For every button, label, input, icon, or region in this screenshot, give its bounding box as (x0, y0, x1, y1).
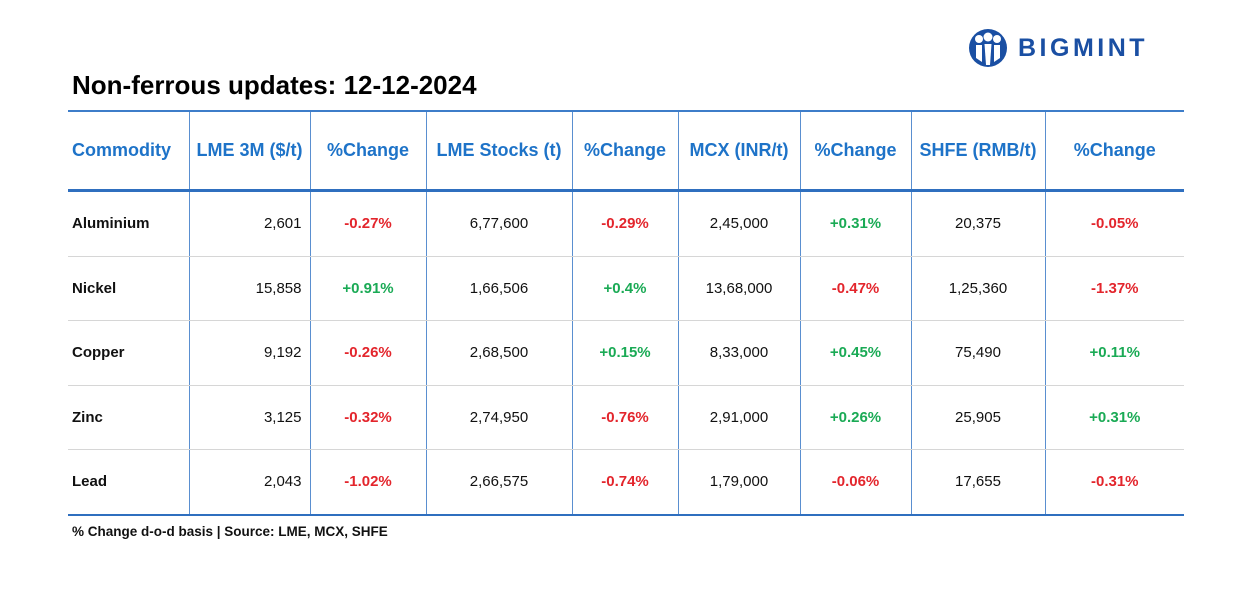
footnote: % Change d-o-d basis | Source: LME, MCX,… (72, 524, 388, 539)
percent-change-cell: +0.26% (799, 385, 911, 450)
percent-change-cell: +0.15% (571, 320, 678, 386)
column-header-shfe-change: %Change (1044, 111, 1184, 191)
price-cell: 9,192 (188, 320, 310, 386)
percent-change-cell: -1.37% (1044, 256, 1184, 321)
price-cell: 20,375 (910, 190, 1045, 257)
commodity-name: Copper (68, 320, 189, 386)
percent-change-cell: -0.26% (309, 320, 426, 386)
column-header-lme-3m-change: %Change (309, 111, 426, 191)
table-header-row: Commodity LME 3M ($/t) %Change LME Stocks (… (68, 111, 1184, 191)
price-cell: 1,25,360 (910, 256, 1045, 321)
percent-change-cell: +0.31% (799, 190, 911, 257)
table-row: Lead 2,043 -1.02% 2,66,575 -0.74% 1,79,000 -0.… (68, 449, 1184, 516)
percent-change-cell: +0.91% (309, 256, 426, 321)
table-body: Aluminium 2,601 -0.27% 6,77,600 -0.29% 2,45,0… (68, 190, 1184, 516)
price-cell: 8,33,000 (677, 320, 800, 386)
percent-change-cell: +0.31% (1044, 385, 1184, 450)
percent-change-cell: -1.02% (309, 449, 426, 516)
price-cell: 1,79,000 (677, 449, 800, 516)
percent-change-cell: -0.74% (571, 449, 678, 516)
price-cell: 75,490 (910, 320, 1045, 386)
price-cell: 13,68,000 (677, 256, 800, 321)
commodity-name: Lead (68, 449, 189, 516)
percent-change-cell: +0.11% (1044, 320, 1184, 386)
commodity-name: Aluminium (68, 190, 189, 257)
report-title: Non-ferrous updates: 12-12-2024 (72, 70, 477, 100)
table-row: Aluminium 2,601 -0.27% 6,77,600 -0.29% 2,45,0… (68, 190, 1184, 257)
price-cell: 2,043 (188, 449, 310, 516)
price-cell: 15,858 (188, 256, 310, 321)
price-cell: 3,125 (188, 385, 310, 450)
column-header-mcx: MCX (INR/t) (677, 111, 800, 191)
percent-change-cell: -0.05% (1044, 190, 1184, 257)
price-cell: 1,66,506 (425, 256, 572, 321)
non-ferrous-price-table: Commodity LME 3M ($/t) %Change LME Stocks (… (68, 110, 1184, 516)
price-cell: 17,655 (910, 449, 1045, 516)
percent-change-cell: -0.32% (309, 385, 426, 450)
price-cell: 2,74,950 (425, 385, 572, 450)
column-header-lme-3m: LME 3M ($/t) (188, 111, 310, 191)
price-cell: 2,45,000 (677, 190, 800, 257)
price-cell: 2,66,575 (425, 449, 572, 516)
brand-logo: BIGMINT (968, 28, 1148, 68)
price-cell: 25,905 (910, 385, 1045, 450)
bigmint-logo-icon (969, 29, 1007, 67)
price-cell: 2,68,500 (425, 320, 572, 386)
percent-change-cell: -0.06% (799, 449, 911, 516)
price-cell: 2,91,000 (677, 385, 800, 450)
table-row: Copper 9,192 -0.26% 2,68,500 +0.15% 8,33,000 +… (68, 320, 1184, 386)
price-cell: 6,77,600 (425, 190, 572, 257)
column-header-lme-stocks-change: %Change (571, 111, 678, 191)
brand-name: BIGMINT (1018, 33, 1149, 62)
price-cell: 2,601 (188, 190, 310, 257)
column-header-lme-stocks: LME Stocks (t) (425, 111, 572, 191)
column-header-commodity: Commodity (72, 140, 171, 160)
percent-change-cell: +0.4% (571, 256, 678, 321)
table-row: Zinc 3,125 -0.32% 2,74,950 -0.76% 2,91,000 +0.… (68, 385, 1184, 450)
commodity-name: Zinc (68, 385, 189, 450)
percent-change-cell: -0.76% (571, 385, 678, 450)
column-header-mcx-change: %Change (799, 111, 911, 191)
percent-change-cell: +0.45% (799, 320, 911, 386)
percent-change-cell: -0.27% (309, 190, 426, 257)
percent-change-cell: -0.31% (1044, 449, 1184, 516)
percent-change-cell: -0.47% (799, 256, 911, 321)
table-row: Nickel 15,858 +0.91% 1,66,506 +0.4% 13,68,000… (68, 256, 1184, 321)
commodity-name: Nickel (68, 256, 189, 321)
column-header-shfe: SHFE (RMB/t) (910, 111, 1045, 191)
percent-change-cell: -0.29% (571, 190, 678, 257)
